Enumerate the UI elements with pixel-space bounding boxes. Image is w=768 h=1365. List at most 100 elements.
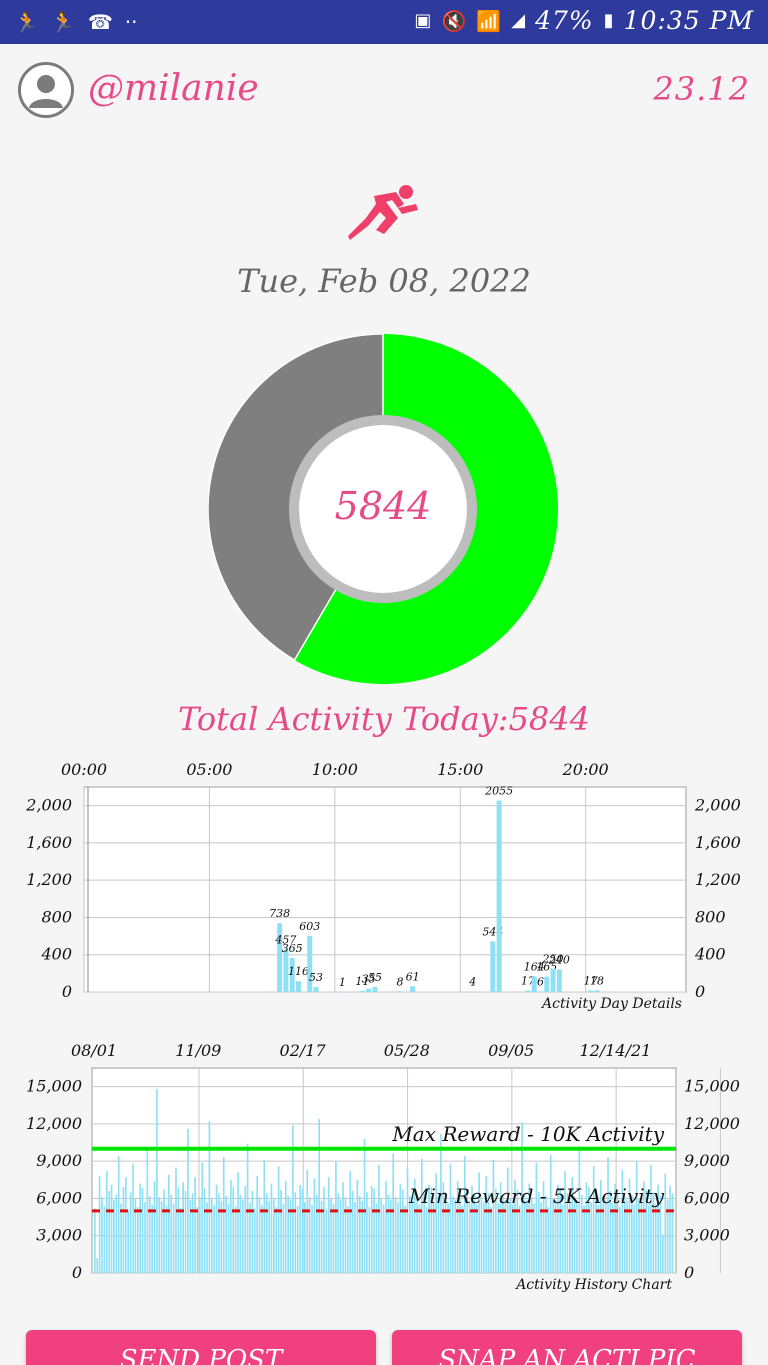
history-bar <box>461 1205 464 1273</box>
history-bar <box>545 1195 547 1273</box>
history-bar <box>292 1125 294 1273</box>
missed-call-icon: ☎ <box>87 10 113 34</box>
history-bar <box>258 1197 261 1273</box>
app-header: @milanie 23.12 <box>0 58 768 124</box>
history-bar <box>179 1208 182 1273</box>
history-bar <box>306 1169 309 1273</box>
history-chart-title: Activity History Chart <box>514 1277 672 1293</box>
day-bar <box>470 991 476 993</box>
history-bar <box>566 1193 569 1273</box>
history-bar <box>156 1089 158 1273</box>
day-bar <box>594 990 600 992</box>
day-bar-label: 116 <box>288 965 309 978</box>
day-x-tick: 20:00 <box>562 760 609 779</box>
day-y-tick-right: 800 <box>695 907 726 926</box>
reference-line-label: Max Reward - 10K Activity <box>391 1122 664 1146</box>
activity-donut-chart <box>208 334 558 684</box>
history-bar <box>654 1203 657 1273</box>
history-bar <box>213 1204 216 1273</box>
day-bar <box>490 941 496 992</box>
history-bar <box>172 1203 175 1273</box>
history-bar <box>423 1193 426 1273</box>
history-bar <box>110 1184 113 1273</box>
history-x-tick: 05/28 <box>384 1041 430 1060</box>
reference-line-label: Min Reward - 5K Activity <box>408 1184 665 1208</box>
status-bar: 🏃 🏃 ☎ ·· ▣ 🔇 📶 ◢ 47% ▮ 10:35 PM <box>0 0 768 44</box>
history-bar <box>378 1164 380 1273</box>
history-bar <box>358 1195 361 1273</box>
history-bar <box>592 1166 595 1273</box>
history-bar <box>153 1181 156 1273</box>
battery-percent: 47% <box>535 6 594 35</box>
history-bar <box>120 1203 122 1273</box>
history-bar <box>616 1193 619 1273</box>
history-bar <box>432 1202 435 1273</box>
history-bar <box>509 1198 511 1273</box>
day-bar-label: 55 <box>368 971 382 984</box>
history-bar <box>516 1189 519 1273</box>
history-bar <box>227 1203 230 1273</box>
history-bar <box>466 1191 469 1273</box>
history-bar <box>595 1195 597 1273</box>
history-bar <box>413 1178 416 1273</box>
history-y-tick-right: 15,000 <box>684 1077 740 1096</box>
history-bar <box>588 1187 590 1273</box>
history-bar <box>327 1177 330 1273</box>
history-bar <box>604 1199 607 1273</box>
history-bar <box>533 1203 535 1273</box>
runner-icon: 🏃 <box>50 10 76 34</box>
history-x-tick: 11/09 <box>175 1041 221 1060</box>
history-bar <box>666 1199 669 1273</box>
history-bar <box>473 1194 476 1273</box>
history-bar <box>535 1162 538 1273</box>
history-bar <box>418 1204 421 1273</box>
history-bar <box>127 1209 130 1273</box>
history-bar <box>406 1168 409 1273</box>
history-bar <box>246 1143 249 1273</box>
history-bar <box>330 1198 332 1273</box>
history-bar <box>597 1204 600 1273</box>
day-y-tick-right: 0 <box>695 982 705 1001</box>
history-bar <box>332 1203 335 1273</box>
day-bar <box>283 949 289 992</box>
history-bar <box>253 1208 256 1273</box>
history-bar <box>234 1205 237 1273</box>
history-bar <box>623 1197 626 1273</box>
avatar[interactable] <box>18 62 74 118</box>
username[interactable]: @milanie <box>88 68 259 109</box>
history-bar <box>280 1189 282 1273</box>
history-bar <box>521 1122 523 1273</box>
history-bar <box>304 1202 306 1273</box>
history-bar <box>490 1207 492 1273</box>
donut-hole <box>299 425 467 593</box>
history-bar <box>289 1199 292 1273</box>
history-bar <box>139 1183 142 1273</box>
history-bar <box>645 1189 648 1273</box>
history-bar <box>389 1199 392 1273</box>
history-bar <box>600 1179 602 1273</box>
history-bar <box>647 1205 650 1273</box>
day-bar <box>556 969 562 992</box>
current-date: Tue, Feb 08, 2022 <box>237 262 531 300</box>
history-y-tick-left: 9,000 <box>36 1151 82 1170</box>
history-y-tick-left: 12,000 <box>26 1114 82 1133</box>
history-bar <box>308 1197 311 1273</box>
history-bar <box>397 1202 399 1273</box>
send-post-button[interactable]: SEND POST <box>26 1330 376 1365</box>
history-bar <box>158 1197 161 1273</box>
history-bar <box>662 1234 664 1273</box>
history-bar <box>187 1128 189 1273</box>
history-bar <box>585 1182 588 1273</box>
history-bar <box>136 1207 139 1273</box>
history-y-tick-left: 6,000 <box>36 1188 82 1207</box>
day-bar-label: 1 <box>339 976 346 989</box>
history-bar <box>175 1167 177 1273</box>
history-bar <box>339 1199 342 1273</box>
history-bar <box>404 1205 406 1273</box>
history-bar <box>447 1203 449 1273</box>
history-bar <box>318 1118 321 1273</box>
history-bar <box>275 1207 278 1273</box>
history-bar <box>101 1197 103 1273</box>
snap-pic-button[interactable]: SNAP AN ACTI PIC <box>392 1330 742 1365</box>
history-bar <box>129 1192 132 1273</box>
